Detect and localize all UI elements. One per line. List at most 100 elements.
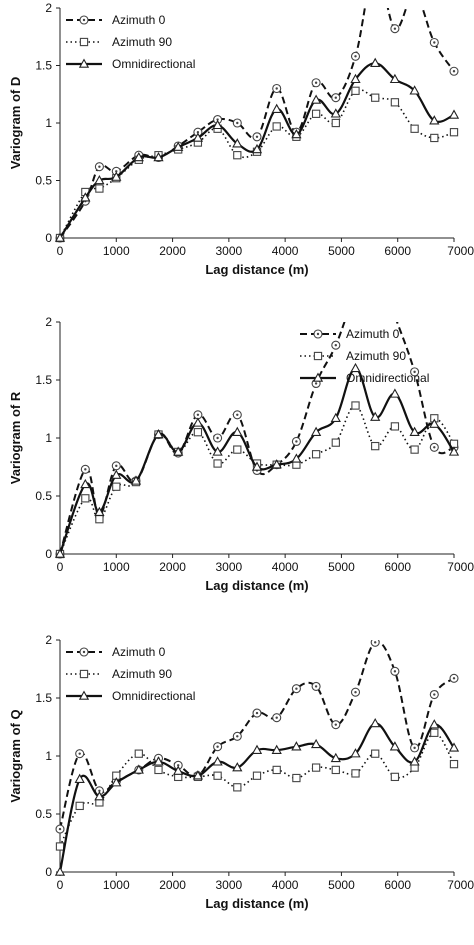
y-tick-label: 1.5 (35, 59, 52, 73)
data-point-triangle (350, 362, 361, 373)
data-point-triangle (94, 174, 105, 185)
x-tick-label: 3000 (216, 878, 243, 892)
data-point-triangle (212, 756, 223, 766)
data-point-triangle (74, 773, 85, 783)
legend-marker-circle-dot (82, 650, 86, 654)
data-point-triangle (192, 770, 204, 780)
data-point-triangle (271, 744, 282, 754)
data-point-square (331, 118, 340, 128)
data-point-triangle (389, 73, 401, 84)
data-point-circle-dot (334, 723, 337, 726)
data-point-triangle (251, 143, 263, 154)
legend-label: Azimuth 0 (346, 327, 400, 341)
data-point-circle (371, 260, 379, 268)
y-axis-title: Variogram of D (8, 77, 23, 169)
data-point-circle-dot (295, 687, 298, 690)
y-tick-label: 0 (45, 547, 52, 561)
data-point-circle-dot (295, 440, 298, 443)
data-point-square (351, 86, 360, 95)
x-axis-title: Lag distance (m) (205, 262, 308, 277)
y-tick-label: 0 (45, 865, 52, 879)
data-point-circle-dot (275, 716, 278, 719)
x-tick-label: 3000 (216, 560, 243, 574)
data-point-triangle (271, 103, 282, 113)
data-point-circle-dot (452, 677, 456, 680)
data-point-triangle (80, 478, 91, 489)
data-point-circle-dot (393, 670, 397, 673)
data-point-triangle (370, 57, 381, 67)
y-tick-label: 0.5 (35, 174, 52, 188)
plot-area (54, 8, 460, 243)
data-point-square (410, 445, 419, 454)
data-point-square (311, 763, 321, 772)
data-point-square (311, 109, 321, 118)
data-point-circle-dot (115, 464, 118, 468)
chart-panel-2: 0 1000 2000 3000 4000 5000 6000 7000 0 0.5 1 1.5 2 Va… (8, 260, 474, 593)
data-point-square (449, 128, 459, 137)
data-point-triangle (330, 752, 341, 763)
legend-label: Omnidirectional (112, 689, 195, 703)
data-point-square (311, 450, 321, 459)
data-point-triangle (173, 446, 184, 456)
x-tick-label: 7000 (447, 560, 474, 574)
data-point-triangle (429, 115, 440, 125)
data-point-square (55, 842, 65, 851)
data-point-circle-dot (84, 468, 87, 471)
data-point-square (213, 459, 222, 468)
data-point-triangle (370, 717, 381, 728)
data-point-triangle (212, 446, 223, 456)
data-point-triangle (133, 764, 144, 774)
data-point-circle-dot (334, 344, 337, 347)
legend-label: Azimuth 0 (112, 13, 166, 27)
data-point-triangle (54, 232, 66, 242)
data-point-triangle (271, 459, 282, 469)
data-point-square (390, 98, 400, 107)
data-point-circle-dot (236, 735, 239, 738)
x-tick-label: 5000 (328, 878, 355, 892)
data-point-circle-dot (374, 263, 376, 265)
data-point-triangle (173, 141, 184, 151)
x-tick-label: 6000 (384, 560, 411, 574)
plot-area (54, 640, 460, 876)
x-tick-label: 6000 (384, 244, 411, 258)
x-tick-label: 3000 (216, 244, 243, 258)
data-point-circle-dot (334, 96, 337, 99)
data-point-triangle (409, 756, 420, 766)
x-tick-label: 2000 (159, 560, 186, 574)
data-point-circle-dot (255, 711, 259, 715)
data-point-triangle (192, 417, 204, 427)
data-point-square (81, 494, 90, 503)
data-point-square (390, 422, 400, 431)
data-point-square (75, 801, 84, 811)
y-axis-title: Variogram of Q (8, 709, 23, 802)
y-tick-label: 0 (45, 231, 52, 245)
series-line-square (59, 732, 455, 847)
legend-marker-triangle (312, 372, 324, 382)
data-point-triangle (251, 744, 263, 754)
data-point-circle-dot (216, 745, 219, 748)
legend-label: Azimuth 90 (112, 35, 172, 49)
x-tick-label: 4000 (272, 560, 299, 574)
data-point-triangle (448, 446, 460, 456)
data-point-triangle (389, 741, 401, 751)
data-point-circle-dot (354, 292, 356, 294)
data-point-square (233, 783, 242, 792)
data-point-square (95, 184, 104, 193)
data-point-triangle (94, 791, 105, 801)
legend-marker-circle-dot (82, 18, 86, 22)
x-tick-label: 5000 (328, 244, 355, 258)
data-point-triangle (153, 756, 164, 766)
data-point-triangle (429, 719, 440, 729)
x-tick-label: 1000 (103, 244, 130, 258)
data-point-triangle (448, 109, 460, 119)
data-point-triangle (291, 128, 302, 139)
legend-label: Omnidirectional (112, 57, 195, 71)
data-point-triangle (330, 412, 341, 423)
y-tick-label: 2 (45, 315, 52, 329)
data-point-circle (352, 289, 360, 297)
data-point-circle-dot (413, 746, 416, 750)
data-point-circle-dot (236, 121, 239, 125)
data-point-triangle (291, 453, 302, 463)
legend-label: Azimuth 90 (346, 349, 406, 363)
